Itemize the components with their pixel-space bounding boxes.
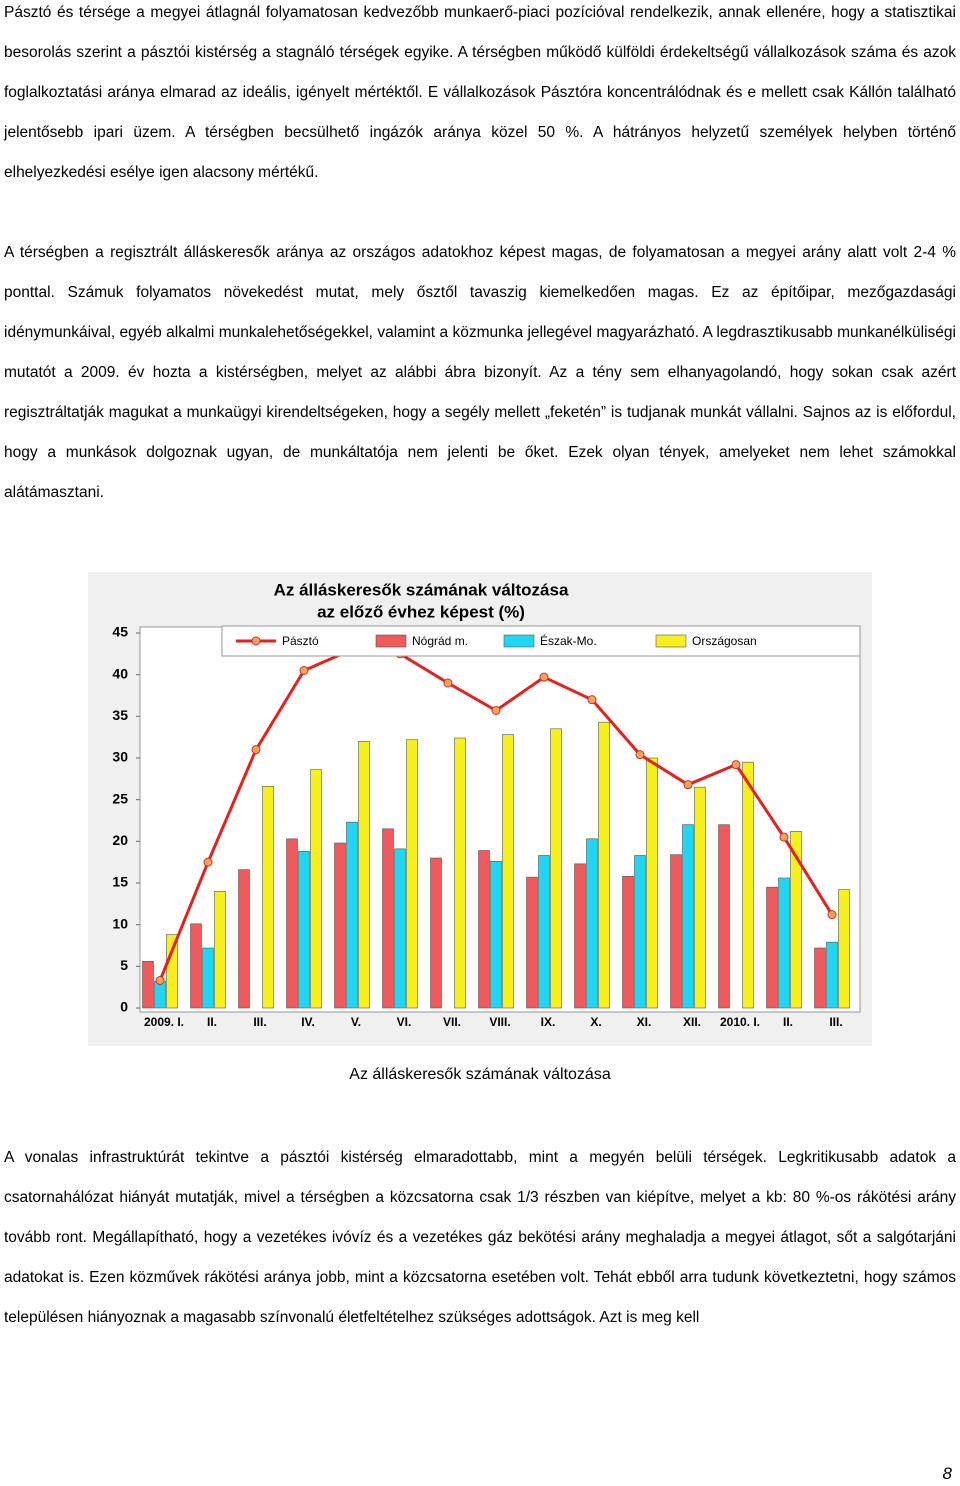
bar (154, 981, 166, 1009)
bar (502, 734, 514, 1009)
bar (790, 831, 802, 1009)
x-tick-label: III. (253, 1015, 266, 1029)
bar (682, 824, 694, 1009)
bar (346, 821, 358, 1009)
bar (838, 889, 850, 1009)
bar (262, 786, 274, 1009)
legend-box (221, 625, 861, 657)
bar (310, 769, 322, 1009)
line-point (587, 695, 597, 705)
bar (142, 961, 154, 1009)
bar (214, 891, 226, 1009)
x-tick-label: VIII. (489, 1015, 510, 1029)
legend-swatch (655, 634, 687, 648)
line-point (779, 832, 789, 842)
y-tick-label: 30 (112, 749, 128, 765)
line-point (299, 666, 309, 675)
bar (394, 848, 406, 1009)
bar (538, 855, 550, 1009)
bar (166, 934, 178, 1009)
bar (574, 863, 586, 1009)
x-tick-label: X. (590, 1015, 601, 1029)
line-point (731, 760, 741, 770)
x-tick-label: XII. (683, 1015, 701, 1029)
x-tick-label: 2009. I. (144, 1015, 184, 1029)
page-number: 8 (942, 1464, 952, 1483)
x-tick-label: II. (783, 1015, 793, 1029)
y-tick-label: 40 (112, 665, 128, 681)
y-tick-label: 10 (112, 915, 128, 931)
bar (238, 869, 250, 1009)
paragraph: Pásztó és térsége a megyei átlagnál foly… (4, 4, 956, 181)
line-point (635, 750, 645, 760)
x-tick-label: IV. (301, 1015, 315, 1029)
bar (334, 842, 346, 1009)
bar (634, 855, 646, 1009)
x-tick-label: III. (829, 1015, 842, 1029)
caption: Az álláskeresők számának változása (349, 1066, 611, 1083)
paragraph: A vonalas infrastruktúrát tekintve a pás… (4, 1149, 956, 1326)
bar (358, 741, 370, 1009)
y-tick-label: 20 (112, 832, 128, 848)
bar (430, 857, 442, 1009)
chart-title: Az álláskeresők számának változása (274, 580, 569, 599)
chart: Az álláskeresők számának változása az el… (88, 572, 872, 1046)
line-point (203, 857, 213, 867)
line-point (683, 780, 693, 790)
line-point (443, 678, 453, 688)
x-tick-label: II. (207, 1015, 217, 1029)
bar (490, 861, 502, 1009)
bar (202, 947, 214, 1009)
y-tick-label: 0 (120, 999, 128, 1015)
bar (622, 876, 634, 1009)
legend-swatch (375, 634, 407, 648)
bar (586, 838, 598, 1009)
x-tick-label: V. (351, 1015, 361, 1029)
x-tick-label: VII. (443, 1015, 461, 1029)
bar (190, 923, 202, 1009)
bar (766, 886, 778, 1009)
bar (454, 737, 466, 1009)
x-tick-label: VI. (397, 1015, 412, 1029)
line-point (155, 976, 165, 985)
bar (286, 838, 298, 1009)
bar (646, 757, 658, 1009)
y-tick-label: 15 (112, 874, 128, 890)
line-point (491, 706, 501, 715)
bar (382, 828, 394, 1009)
x-tick-label: IX. (541, 1015, 556, 1029)
bar (670, 854, 682, 1009)
bar (526, 876, 538, 1009)
bar (694, 786, 706, 1009)
legend-label: Észak-Mo. (540, 633, 597, 648)
y-tick-label: 25 (112, 790, 128, 806)
bar (550, 728, 562, 1009)
line-point (251, 745, 261, 755)
bar (406, 739, 418, 1009)
legend-label: Nógrád m. (412, 634, 468, 648)
bar (298, 851, 310, 1009)
legend-label: Országosan (692, 634, 757, 648)
paragraph: A térségben a regisztrált álláskeresők a… (4, 244, 956, 501)
legend-swatch (503, 634, 535, 648)
chart-title: az előző évhez képest (%) (317, 602, 525, 621)
line-point (827, 910, 837, 920)
legend-label: Pásztó (282, 634, 319, 648)
bar (826, 941, 838, 1009)
line-point (539, 672, 549, 682)
bar (814, 947, 826, 1009)
bar (778, 877, 790, 1009)
legend-swatch (251, 636, 261, 646)
y-tick-label: 35 (112, 707, 128, 723)
x-tick-label: 2010. I. (720, 1015, 760, 1029)
bar (478, 850, 490, 1009)
x-tick-label: XI. (637, 1015, 652, 1029)
bar (742, 761, 754, 1009)
bar (598, 721, 610, 1009)
bar (718, 824, 730, 1009)
y-tick-label: 5 (120, 957, 128, 973)
y-tick-label: 45 (112, 624, 128, 640)
